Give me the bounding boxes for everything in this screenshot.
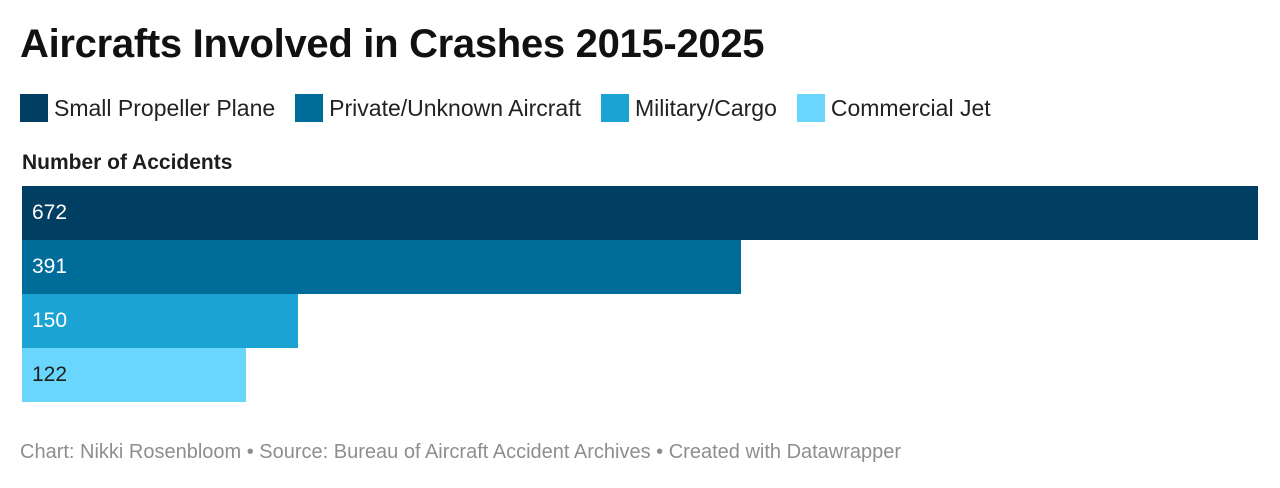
bar-chart: 672 391 150 122 — [22, 186, 1258, 402]
legend-label: Military/Cargo — [635, 94, 777, 121]
bar-value-label: 122 — [32, 363, 68, 386]
legend-swatch — [601, 94, 629, 122]
legend-label: Private/Unknown Aircraft — [329, 94, 581, 121]
legend-swatch — [796, 94, 825, 122]
legend-swatch — [20, 94, 48, 122]
legend-swatch — [295, 94, 324, 122]
bar — [22, 240, 741, 294]
legend-item: Military/Cargo — [601, 94, 777, 122]
chart-footer: Chart: Nikki Rosenbloom • Source: Bureau… — [20, 441, 902, 463]
legend-item: Small Propeller Plane — [20, 94, 275, 122]
bar — [22, 348, 246, 402]
legend-item: Commercial Jet — [796, 94, 991, 122]
legend-label: Small Propeller Plane — [54, 94, 276, 121]
bar-value-label: 672 — [32, 201, 68, 224]
bar — [22, 186, 1258, 240]
chart-title: Aircrafts Involved in Crashes 2015-2025 — [20, 22, 765, 66]
bar-value-label: 391 — [32, 255, 68, 278]
legend-item: Private/Unknown Aircraft — [295, 94, 581, 122]
legend-label: Commercial Jet — [830, 94, 991, 121]
bar — [22, 294, 298, 348]
axis-title: Number of Accidents — [22, 151, 233, 174]
bar-value-label: 150 — [32, 309, 68, 332]
legend: Small Propeller Plane Private/Unknown Air… — [20, 93, 1011, 123]
